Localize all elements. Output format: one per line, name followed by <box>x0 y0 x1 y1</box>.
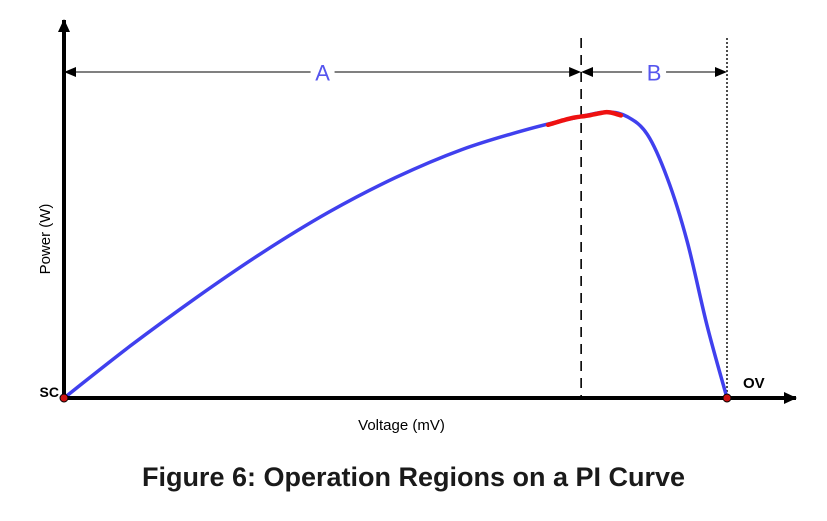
x-axis-label: Voltage (mV) <box>358 417 445 434</box>
power-curve-line <box>62 110 729 400</box>
figure-caption: Figure 6: Operation Regions on a PI Curv… <box>141 462 686 492</box>
region-b-label: B <box>647 61 662 86</box>
region-a-label: A <box>315 61 330 86</box>
max-power-highlight <box>545 109 624 128</box>
short-circuit-point <box>59 393 69 403</box>
open-voltage-point <box>722 393 732 403</box>
open-voltage-label: OV <box>743 375 765 392</box>
short-circuit-label: SC <box>40 384 59 400</box>
y-axis-label: Power (W) <box>37 204 54 275</box>
